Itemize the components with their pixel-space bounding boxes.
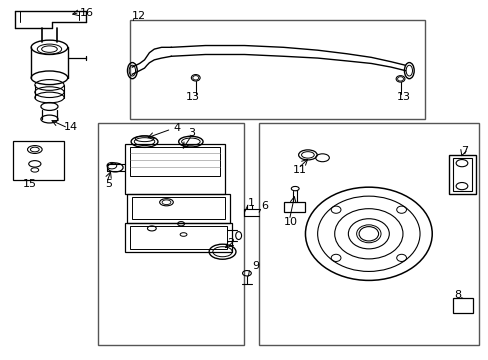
Text: 8: 8 (453, 290, 460, 300)
Bar (452, 298, 472, 313)
Text: 13: 13 (396, 92, 410, 102)
Bar (125, 144, 224, 194)
Text: 7: 7 (461, 145, 468, 156)
Bar (127, 194, 229, 223)
Text: 6: 6 (261, 201, 268, 211)
Text: 16: 16 (80, 8, 94, 18)
Text: 5: 5 (105, 179, 112, 189)
Bar (452, 158, 471, 191)
Bar (98, 123, 244, 345)
Text: 15: 15 (23, 179, 37, 189)
Bar (130, 226, 227, 249)
Text: 9: 9 (251, 261, 259, 271)
Text: 11: 11 (293, 165, 306, 175)
Text: 3: 3 (188, 128, 195, 138)
Bar (284, 202, 305, 212)
Bar (132, 197, 224, 220)
Bar (259, 123, 478, 345)
Bar (125, 223, 232, 252)
Text: 4: 4 (173, 123, 181, 133)
Bar (13, 140, 64, 180)
Text: 14: 14 (64, 122, 78, 132)
Bar (130, 147, 220, 176)
Text: 10: 10 (283, 217, 297, 227)
Bar (448, 155, 475, 194)
Text: 2: 2 (227, 238, 234, 248)
Text: 1: 1 (247, 198, 254, 208)
Bar (130, 21, 424, 119)
Text: 13: 13 (185, 92, 200, 102)
Text: 12: 12 (131, 11, 145, 21)
